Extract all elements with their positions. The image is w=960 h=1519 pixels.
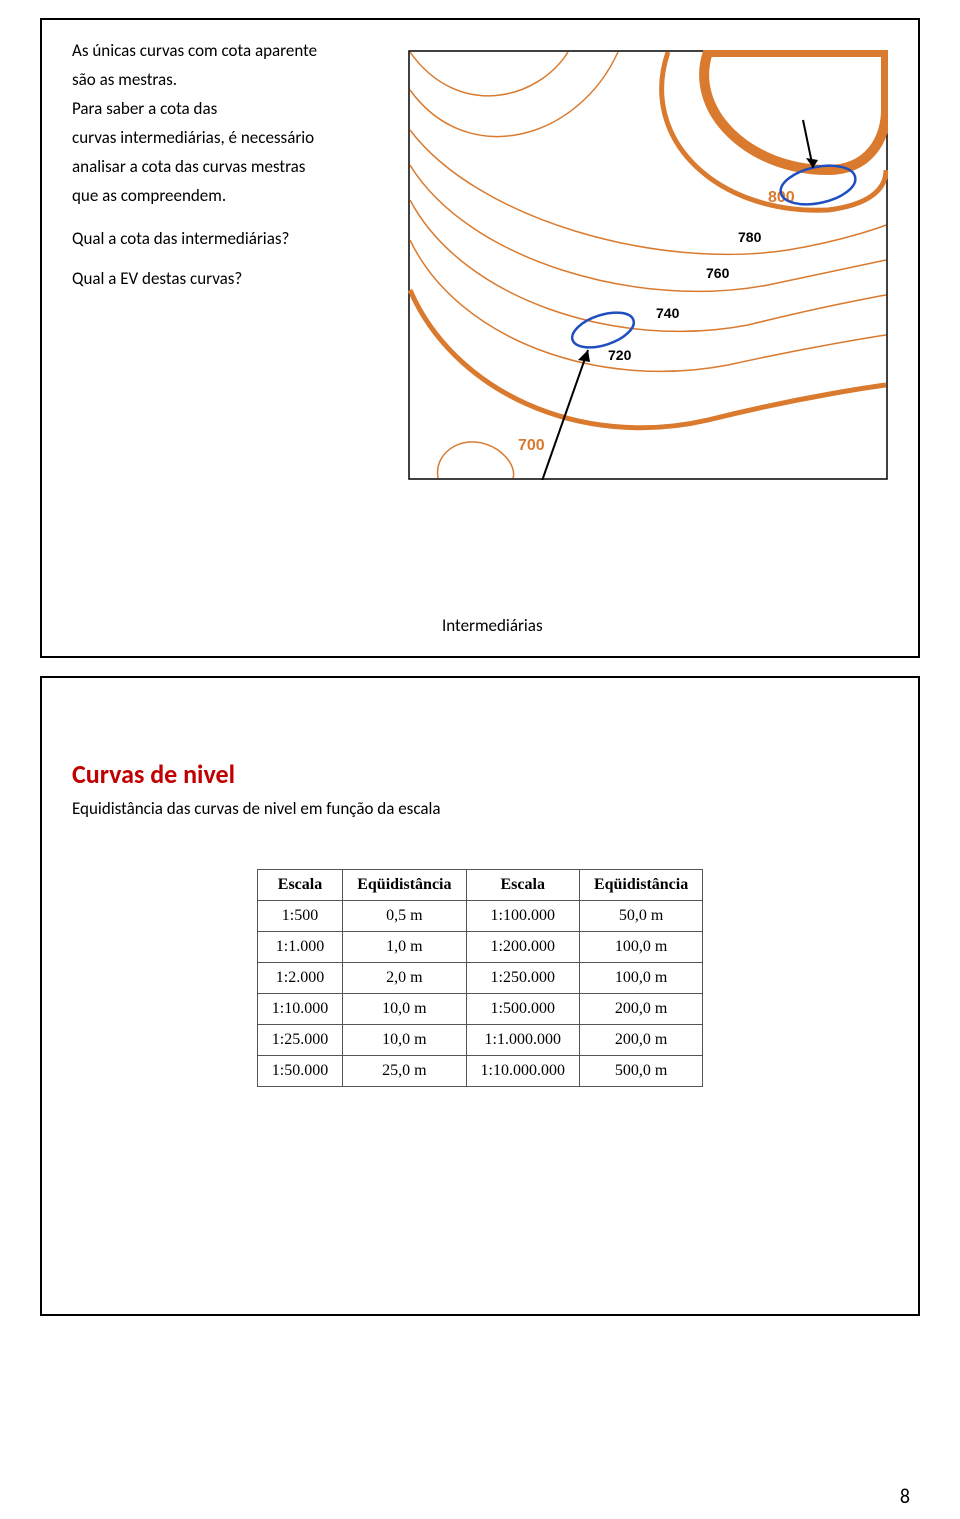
th-escala-1: Escala <box>257 870 342 901</box>
table-cell: 1:1.000.000 <box>466 1025 579 1056</box>
table-row: 1:1.0001,0 m1:200.000100,0 m <box>257 932 702 963</box>
contour-label-740: 740 <box>656 305 680 321</box>
table-cell: 1,0 m <box>343 932 466 963</box>
slide2-title: Curvas de nivel <box>72 758 888 790</box>
table-cell: 25,0 m <box>343 1056 466 1087</box>
slide2-subtitle: Equidistância das curvas de nivel em fun… <box>72 798 888 819</box>
table-cell: 1:50.000 <box>257 1056 342 1087</box>
table-row: 1:5000,5 m1:100.00050,0 m <box>257 901 702 932</box>
table-cell: 100,0 m <box>579 963 702 994</box>
table-cell: 1:1.000 <box>257 932 342 963</box>
table-row: 1:10.00010,0 m1:500.000200,0 m <box>257 994 702 1025</box>
table-cell: 1:10.000.000 <box>466 1056 579 1087</box>
table-cell: 1:500.000 <box>466 994 579 1025</box>
table-cell: 1:500 <box>257 901 342 932</box>
table-cell: 1:10.000 <box>257 994 342 1025</box>
table-cell: 200,0 m <box>579 1025 702 1056</box>
table-cell: 10,0 m <box>343 994 466 1025</box>
th-eq-2: Eqüidistância <box>579 870 702 901</box>
slide-1: As únicas curvas com cota aparente são a… <box>40 18 920 658</box>
table-cell: 500,0 m <box>579 1056 702 1087</box>
table-cell: 1:200.000 <box>466 932 579 963</box>
table-cell: 0,5 m <box>343 901 466 932</box>
contour-label-780: 780 <box>738 229 762 245</box>
table-cell: 1:250.000 <box>466 963 579 994</box>
table-row: 1:25.00010,0 m1:1.000.000200,0 m <box>257 1025 702 1056</box>
contour-label-760: 760 <box>706 265 730 281</box>
th-eq-1: Eqüidistância <box>343 870 466 901</box>
table-row: 1:50.00025,0 m1:10.000.000500,0 m <box>257 1056 702 1087</box>
table-cell: 2,0 m <box>343 963 466 994</box>
contour-label-720: 720 <box>608 347 632 363</box>
equidistance-table: Escala Eqüidistância Escala Eqüidistânci… <box>257 869 703 1087</box>
page-number: 8 <box>900 1485 910 1509</box>
table-cell: 200,0 m <box>579 994 702 1025</box>
table-cell: 1:25.000 <box>257 1025 342 1056</box>
contour-map: 700 720 740 760 780 800 <box>408 50 888 480</box>
table-cell: 100,0 m <box>579 932 702 963</box>
table-header-row: Escala Eqüidistância Escala Eqüidistânci… <box>257 870 702 901</box>
table-cell: 1:2.000 <box>257 963 342 994</box>
th-escala-2: Escala <box>466 870 579 901</box>
contour-svg: 700 720 740 760 780 800 <box>408 50 888 480</box>
table-row: 1:2.0002,0 m1:250.000100,0 m <box>257 963 702 994</box>
contour-label-700: 700 <box>518 437 545 454</box>
table-cell: 1:100.000 <box>466 901 579 932</box>
label-intermediarias: Intermediárias <box>442 615 543 636</box>
slide-2: Curvas de nivel Equidistância das curvas… <box>40 676 920 1316</box>
table-cell: 50,0 m <box>579 901 702 932</box>
table-cell: 10,0 m <box>343 1025 466 1056</box>
